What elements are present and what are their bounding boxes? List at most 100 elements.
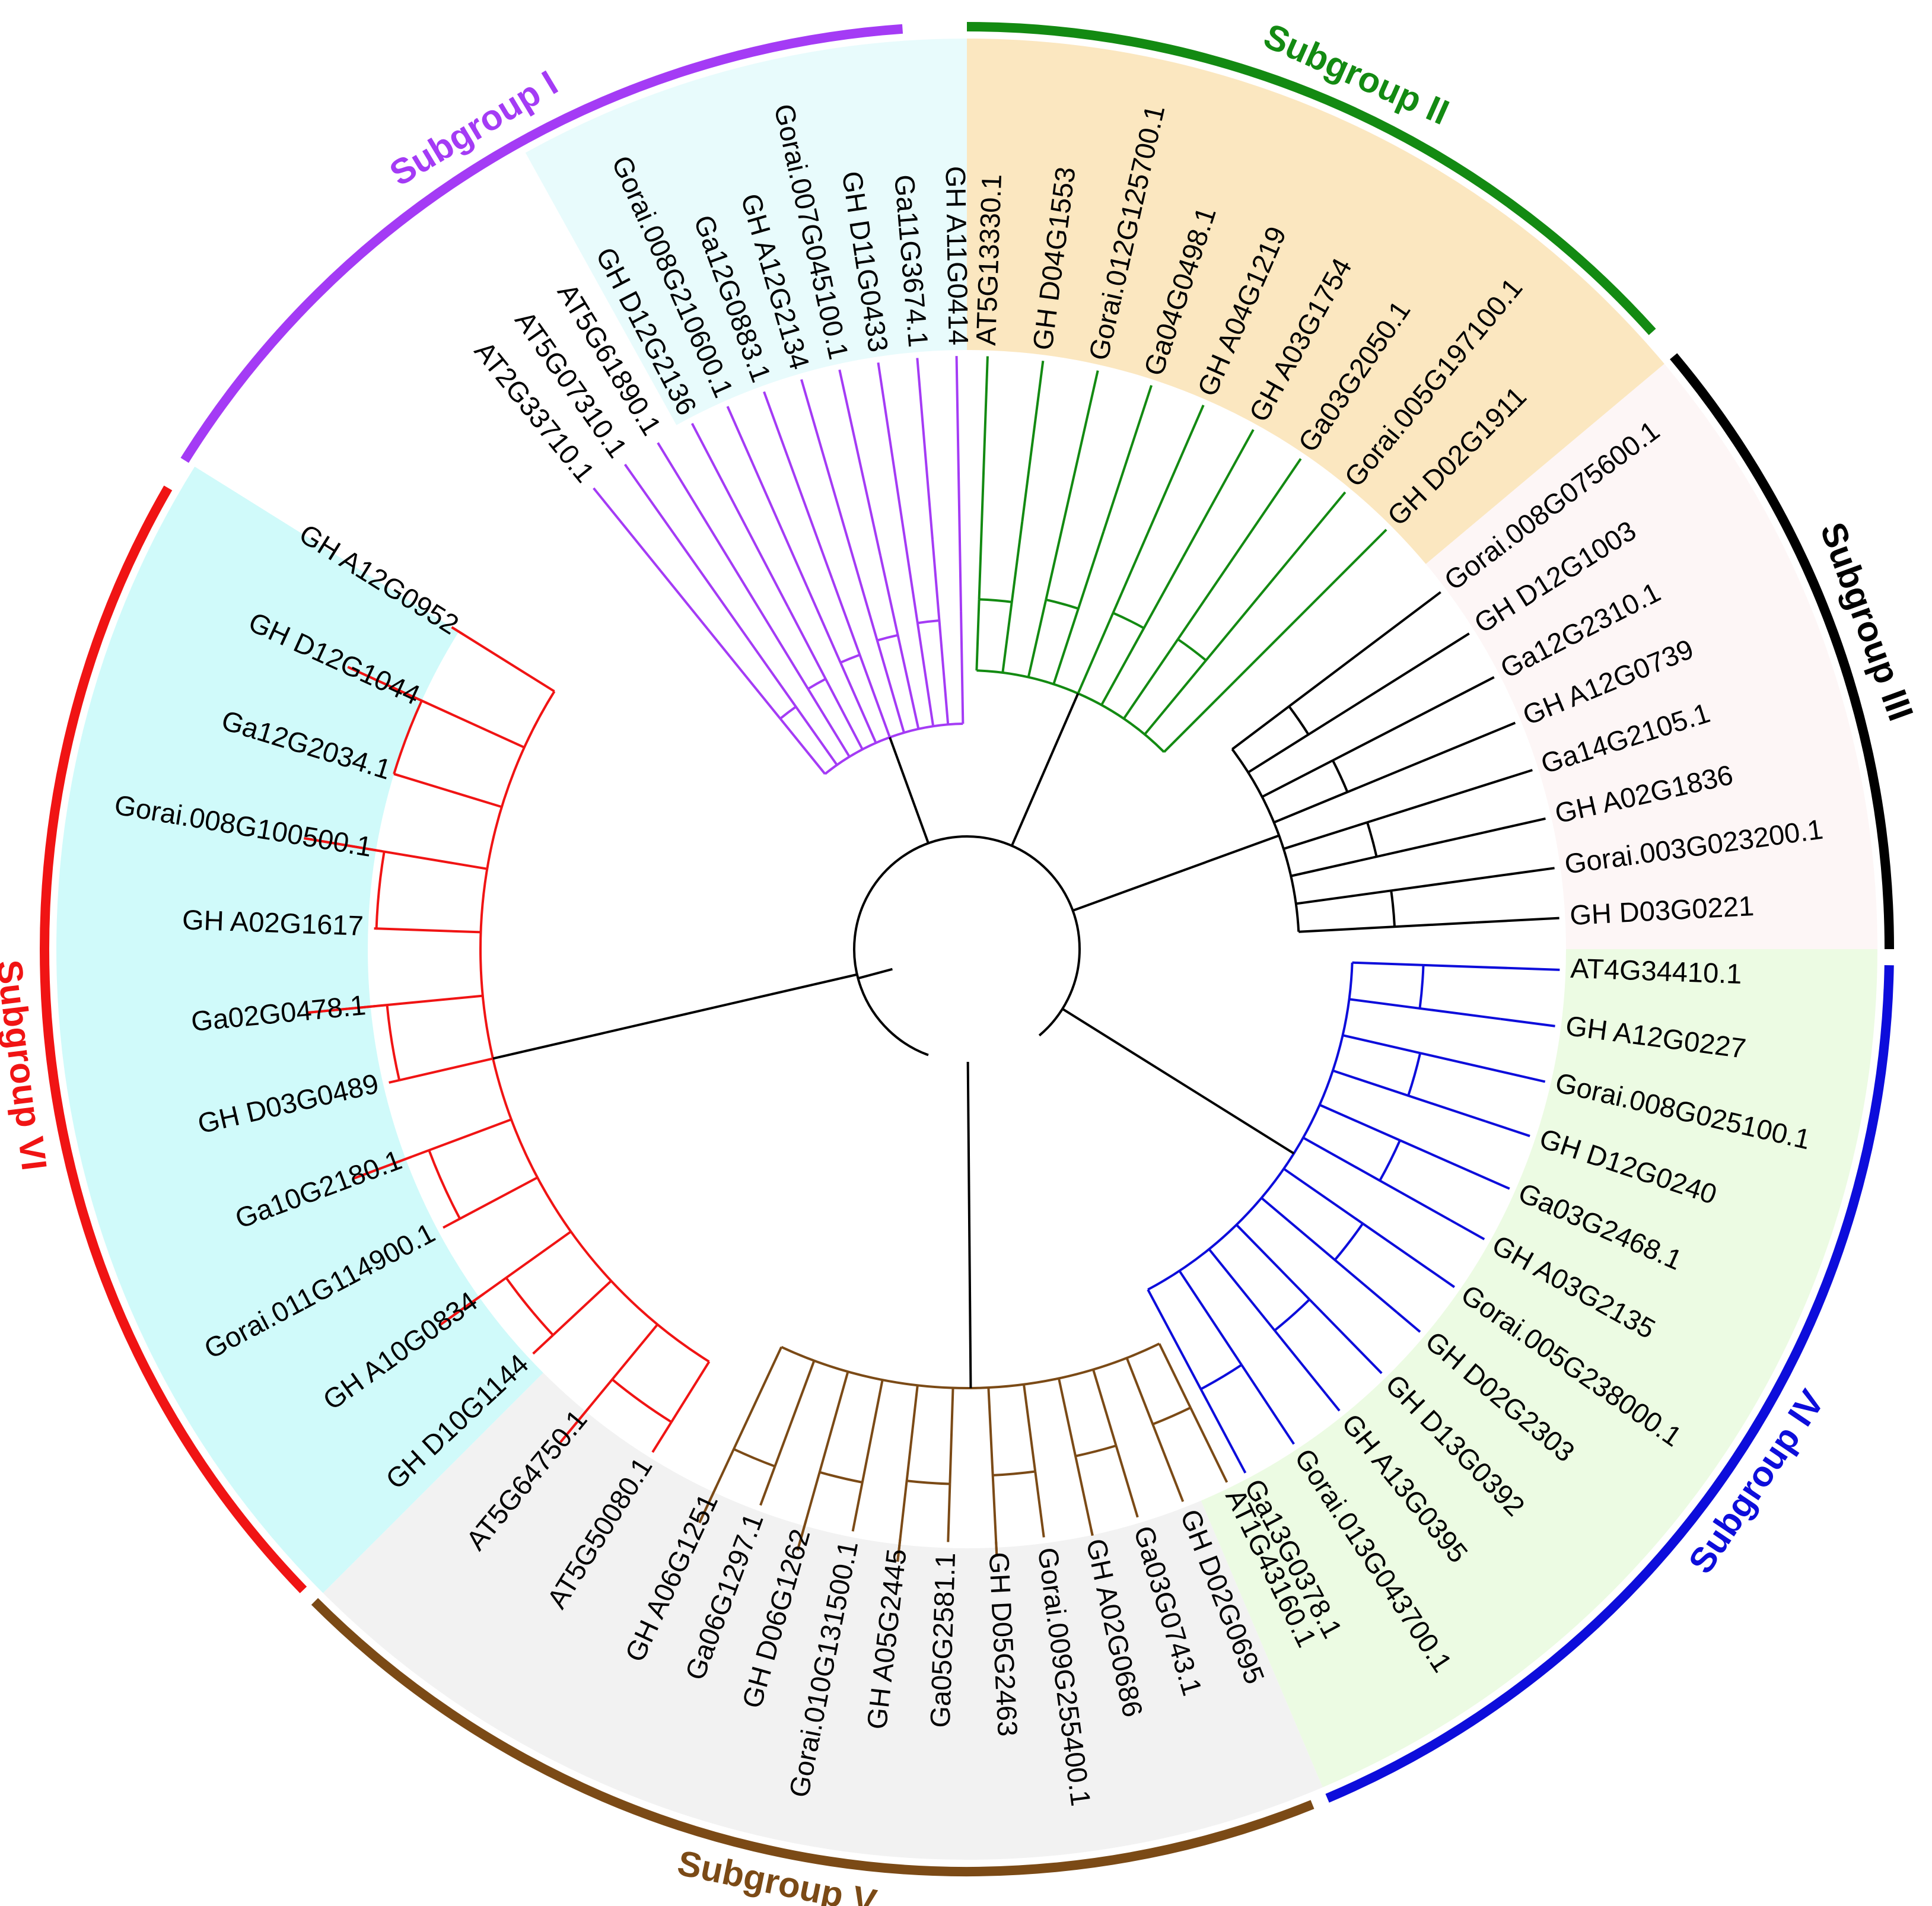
background-subgroup-i <box>525 39 967 425</box>
branch-subgroup-iii <box>1298 921 1476 933</box>
branch-subgroup-ii <box>1177 458 1302 640</box>
branch-subgroup-vi <box>532 1334 554 1355</box>
branch-subgroup-vi <box>479 691 710 1363</box>
branch-subgroup-ii <box>1182 429 1255 558</box>
branch-subgroup-iv <box>1362 1222 1456 1288</box>
branch-subgroup-v <box>851 1482 864 1532</box>
branch-subgroup-i <box>787 606 864 750</box>
branch-subgroup-iii <box>1366 822 1378 857</box>
branch-subgroup-v <box>949 1388 954 1484</box>
branch-subgroup-iii <box>1231 705 1290 750</box>
branch-subgroup-iv <box>1283 1167 1364 1225</box>
branch-stem <box>889 737 930 844</box>
branch-subgroup-v <box>759 1466 776 1506</box>
branch-subgroup-ii <box>1256 491 1347 599</box>
branch-subgroup-v <box>1181 1499 1185 1503</box>
branch-subgroup-iv <box>1178 1270 1243 1366</box>
ring-subgroup-iii <box>1670 353 1894 950</box>
branch-subgroup-v <box>774 1360 816 1467</box>
branch-subgroup-i <box>916 358 934 540</box>
branch-subgroup-iv <box>1303 1137 1452 1221</box>
branch-subgroup-iv <box>1396 1311 1421 1333</box>
branch-subgroup-iii <box>1367 769 1533 824</box>
branch-subgroup-iv <box>1208 1248 1327 1395</box>
branch-subgroup-v <box>1058 1378 1094 1536</box>
branch-subgroup-v <box>796 1371 849 1551</box>
branch-subgroup-iv <box>1237 1460 1247 1474</box>
branch-stem <box>1062 1007 1295 1155</box>
branch-subgroup-v <box>987 1388 998 1557</box>
branch-subgroup-ii <box>1163 677 1239 753</box>
branch-subgroup-vi <box>347 666 525 749</box>
branch-subgroup-iv <box>1342 1034 1421 1055</box>
background-subgroup-iv <box>1201 949 1877 1787</box>
branch-subgroup-iii <box>1422 721 1516 762</box>
branch-stem <box>966 1061 972 1388</box>
branch-subgroup-ii <box>1144 597 1259 736</box>
branch-subgroup-vi <box>439 1230 572 1326</box>
branch-subgroup-i <box>917 619 940 625</box>
branch-subgroup-i <box>916 622 935 727</box>
branch-subgroup-v <box>947 1484 951 1542</box>
branch-subgroup-i <box>779 705 797 720</box>
branch-subgroup-vi <box>451 626 555 693</box>
branch-subgroup-i <box>955 356 963 612</box>
branch-subgroup-ii <box>1052 531 1105 685</box>
branch-subgroup-iv <box>1352 961 1424 966</box>
branch-subgroup-iii <box>1332 759 1349 793</box>
branch-subgroup-iv <box>1418 965 1425 1009</box>
branch-subgroup-v <box>896 1385 919 1562</box>
branch-subgroup-vi <box>389 1078 400 1084</box>
branch-subgroup-v <box>1034 1471 1045 1538</box>
branch-subgroup-vi <box>393 700 423 775</box>
branch-subgroup-iii <box>1247 690 1378 774</box>
branch-subgroup-iv <box>1419 1052 1546 1083</box>
branch-subgroup-ii <box>975 599 981 671</box>
branch-subgroup-v <box>1158 1343 1192 1408</box>
branch-subgroup-iii <box>1261 759 1333 798</box>
leaf-label: GH A11G0414 <box>940 166 975 345</box>
branch-subgroup-v <box>906 1479 950 1485</box>
branch-subgroup-iv <box>1200 1364 1243 1390</box>
branch-subgroup-i <box>931 539 950 725</box>
branch-subgroup-i <box>623 463 750 641</box>
background-subgroup-ii <box>967 39 1664 564</box>
branch-subgroup-ii <box>1045 598 1079 610</box>
branch-subgroup-iii <box>1288 705 1310 736</box>
branch-subgroup-iv <box>1500 1017 1555 1027</box>
ring-subgroup-vi <box>40 485 307 1593</box>
root-branch <box>857 968 893 980</box>
branch-subgroup-vi <box>505 1277 554 1336</box>
branch-subgroup-vi <box>305 994 483 1014</box>
branch-subgroup-i <box>807 688 851 758</box>
branch-stem <box>1072 834 1279 912</box>
branch-subgroup-iv <box>1325 1393 1341 1412</box>
branch-subgroup-iv <box>1261 1197 1398 1313</box>
branch-subgroup-i <box>840 653 861 664</box>
branch-subgroup-v <box>698 1346 783 1523</box>
branch-subgroup-i <box>779 718 826 775</box>
branch-subgroup-iv <box>1236 1224 1310 1300</box>
branch-subgroup-i <box>800 379 879 641</box>
branch-subgroup-iv <box>1309 1299 1383 1374</box>
branch-stem <box>492 973 858 1060</box>
branch-subgroup-iv <box>1240 1364 1295 1445</box>
branch-subgroup-iv <box>1399 1139 1510 1190</box>
branch-subgroup-iii <box>1455 817 1546 840</box>
branch-subgroup-v <box>1152 1407 1191 1425</box>
branch-subgroup-iv <box>1333 1223 1364 1261</box>
branch-subgroup-vi <box>304 837 488 870</box>
branch-subgroup-ii <box>1100 556 1185 706</box>
branch-subgroup-iv <box>1450 1219 1485 1240</box>
branch-subgroup-iii <box>1273 760 1423 824</box>
branch-subgroup-v <box>1092 1369 1118 1446</box>
branch-subgroup-v <box>781 1342 1160 1389</box>
branch-subgroup-v <box>733 1448 776 1468</box>
branch-subgroup-i <box>876 639 905 733</box>
branch-subgroup-i <box>960 611 965 724</box>
branch-subgroup-ii <box>1112 612 1145 629</box>
branch-subgroup-i <box>690 422 790 608</box>
background-subgroup-iii <box>1425 364 1877 949</box>
branch-subgroup-ii <box>1045 370 1099 600</box>
